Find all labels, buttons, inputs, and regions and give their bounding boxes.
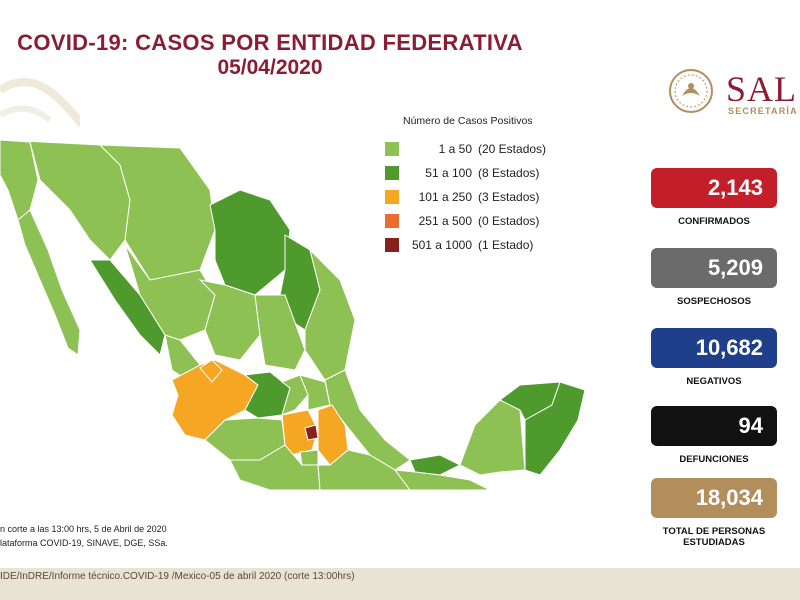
state-oaxaca xyxy=(317,449,411,490)
footnote-cut: n corte a las 13:00 hrs, 5 de Abril de 2… xyxy=(0,524,167,534)
state-hidalgo xyxy=(299,374,331,411)
legend-item: 1 a 50 (20 Estados) xyxy=(385,137,565,161)
legend-count: (1 Estado) xyxy=(478,238,534,252)
state-sinaloa xyxy=(89,259,166,356)
logo-subtitle: SECRETARÍA D xyxy=(728,106,800,116)
legend-count: (20 Estados) xyxy=(478,142,547,156)
state-cdmx xyxy=(304,424,319,441)
state-morelos xyxy=(299,449,319,466)
stat-label: SOSPECHOSOS xyxy=(677,296,751,307)
stat-value: 10,682 xyxy=(651,328,777,368)
stat-confirmados: 2,143 CONFIRMADOS xyxy=(651,168,777,227)
stat-value: 94 xyxy=(651,406,777,446)
legend-count: (3 Estados) xyxy=(478,190,540,204)
state-tabasco xyxy=(409,454,462,476)
legend-range: 251 a 500 xyxy=(418,214,472,228)
legend-item: 101 a 250 (3 Estados) xyxy=(385,185,565,209)
state-san-luis-potosi xyxy=(254,294,306,371)
national-seal-icon xyxy=(669,69,713,113)
logo-name: SAL xyxy=(726,69,798,109)
stat-value: 5,209 xyxy=(651,248,777,288)
legend-range: 101 a 250 xyxy=(418,190,472,204)
legend-swatch xyxy=(385,190,399,204)
background-decoration xyxy=(0,78,80,134)
stat-sospechosos: 5,209 SOSPECHOSOS xyxy=(651,248,777,307)
legend-title: Número de Casos Positivos xyxy=(403,115,533,127)
stat-label: TOTAL DE PERSONAS ESTUDIADAS xyxy=(662,526,766,548)
stat-total-estudiadas: 18,034 TOTAL DE PERSONAS ESTUDIADAS xyxy=(651,478,777,548)
stat-negativos: 10,682 NEGATIVOS xyxy=(651,328,777,387)
state-chiapas xyxy=(393,469,491,490)
stat-label: NEGATIVOS xyxy=(686,376,742,387)
state-aguascalientes xyxy=(199,359,223,383)
stat-value: 18,034 xyxy=(651,478,777,518)
legend-range: 1 a 50 xyxy=(438,142,472,156)
legend-item: 51 a 100 (8 Estados) xyxy=(385,161,565,185)
state-zacatecas xyxy=(198,279,261,361)
state-quintana-roo xyxy=(524,381,586,476)
legend-count: (8 Estados) xyxy=(478,166,540,180)
legend-swatch xyxy=(385,238,399,252)
page-title: COVID-19: CASOS POR ENTIDAD FEDERATIVA xyxy=(17,30,523,55)
state-campeche xyxy=(459,399,526,476)
page-date: 05/04/2020 xyxy=(217,56,323,79)
stat-defunciones: 94 DEFUNCIONES xyxy=(651,406,777,465)
legend-swatch xyxy=(385,166,399,180)
stat-value: 2,143 xyxy=(651,168,777,208)
bottom-bar xyxy=(0,568,800,600)
map-legend: Número de Casos Positivos 1 a 50 (20 Est… xyxy=(385,115,565,257)
legend-item: 501 a 1000 (1 Estado) xyxy=(385,233,565,257)
legend-range: 51 a 100 xyxy=(425,166,472,180)
footnote-source: lataforma COVID-19, SINAVE, DGE, SSa. xyxy=(0,538,168,548)
state-baja-california-sur xyxy=(17,209,81,356)
state-guanajuato xyxy=(243,371,291,419)
legend-swatch xyxy=(385,214,399,228)
legend-count: (0 Estados) xyxy=(478,214,540,228)
legend-swatch xyxy=(385,142,399,156)
stat-label: CONFIRMADOS xyxy=(678,216,750,227)
stat-label: DEFUNCIONES xyxy=(679,454,749,465)
mexico-map xyxy=(0,139,586,490)
legend-range: 501 a 1000 xyxy=(411,238,472,252)
bottom-reference: IDE/InDRE/Informe técnico.COVID-19 /Mexi… xyxy=(0,571,355,582)
legend-item: 251 a 500 (0 Estados) xyxy=(385,209,565,233)
state-coahuila xyxy=(209,189,291,296)
salud-logo: SAL SECRETARÍA D xyxy=(668,68,800,120)
